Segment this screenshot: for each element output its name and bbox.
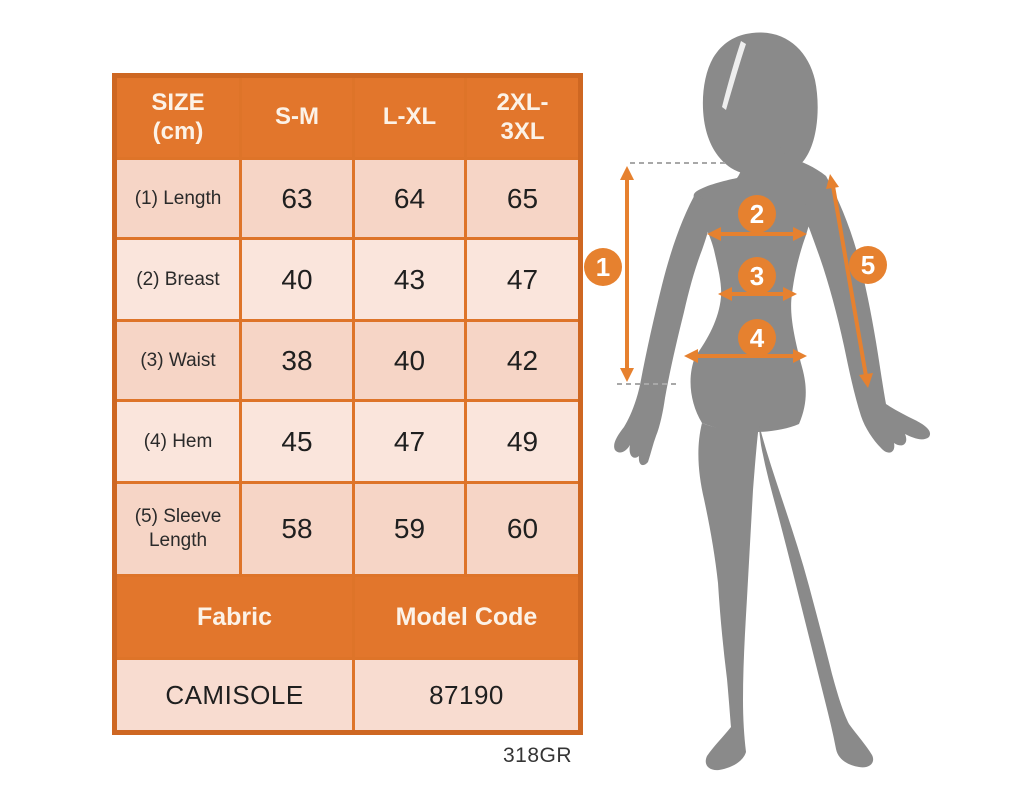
female-silhouette [614, 32, 931, 771]
marker-2-badge [738, 195, 776, 233]
fabric-modelcode-value-row: CAMISOLE 87190 [113, 657, 582, 734]
marker-4-badge [738, 319, 776, 357]
row-label: (2) Breast [113, 237, 242, 322]
size-chart-table: SIZE (cm) S-M L-XL 2XL-3XL (1) Length 63… [112, 73, 583, 735]
size-value: 40 [352, 319, 467, 402]
marker-5-arrow [831, 184, 868, 378]
row-label: (1) Length [113, 157, 242, 240]
col-header-lxl-label: L-XL [382, 103, 437, 131]
row-label: (4) Hem [113, 399, 242, 484]
weight-note: 318GR [503, 744, 573, 767]
size-value: 47 [352, 399, 467, 484]
col-header-lxl: L-XL [352, 74, 467, 160]
size-value: 65 [464, 157, 582, 240]
size-value: 59 [352, 481, 467, 577]
col-header-size-label: SIZE (cm) [151, 89, 205, 145]
size-value: 40 [239, 237, 355, 322]
marker-2: 2 [707, 195, 807, 241]
size-value: 49 [464, 399, 582, 484]
size-value: 47 [464, 237, 582, 322]
marker-4: 4 [684, 319, 807, 363]
marker-3-badge [738, 257, 776, 295]
size-value: 63 [239, 157, 355, 240]
col-header-sm: S-M [239, 74, 355, 160]
marker-5-number: 5 [861, 250, 875, 280]
marker-3: 3 [718, 257, 797, 301]
size-value: 42 [464, 319, 582, 402]
marker-5: 5 [826, 174, 887, 388]
row-label: (5) Sleeve Length [113, 481, 242, 577]
marker-1-badge [584, 248, 622, 286]
model-code-value: 87190 [352, 657, 582, 734]
size-value: 64 [352, 157, 467, 240]
marker-2-number: 2 [750, 199, 764, 229]
size-value: 45 [239, 399, 355, 484]
marker-5-badge [849, 246, 887, 284]
size-value: 58 [239, 481, 355, 577]
fabric-header: Fabric [113, 574, 355, 660]
marker-1: 1 [584, 166, 634, 382]
col-header-size: SIZE (cm) [113, 74, 242, 160]
marker-3-number: 3 [750, 261, 764, 291]
size-row-length: (1) Length 63 64 65 [113, 157, 582, 240]
col-header-2xl3xl-label: 2XL-3XL [496, 89, 549, 145]
col-header-sm-label: S-M [275, 103, 319, 131]
model-code-header: Model Code [352, 574, 582, 660]
marker-1-number: 1 [596, 252, 610, 282]
size-value: 38 [239, 319, 355, 402]
guide-dashes [617, 162, 727, 385]
size-row-waist: (3) Waist 38 40 42 [113, 319, 582, 402]
size-row-breast: (2) Breast 40 43 47 [113, 237, 582, 322]
size-value: 60 [464, 481, 582, 577]
size-row-sleeve-length: (5) Sleeve Length 58 59 60 [113, 481, 582, 577]
hair-parting-highlight [722, 41, 746, 110]
col-header-2xl3xl: 2XL-3XL [464, 74, 582, 160]
size-value: 43 [352, 237, 467, 322]
fabric-value: CAMISOLE [113, 657, 355, 734]
row-label: (3) Waist [113, 319, 242, 402]
size-row-hem: (4) Hem 45 47 49 [113, 399, 582, 484]
header-row: SIZE (cm) S-M L-XL 2XL-3XL [113, 74, 582, 160]
marker-4-number: 4 [750, 323, 765, 353]
fabric-modelcode-header-row: Fabric Model Code [113, 574, 582, 660]
